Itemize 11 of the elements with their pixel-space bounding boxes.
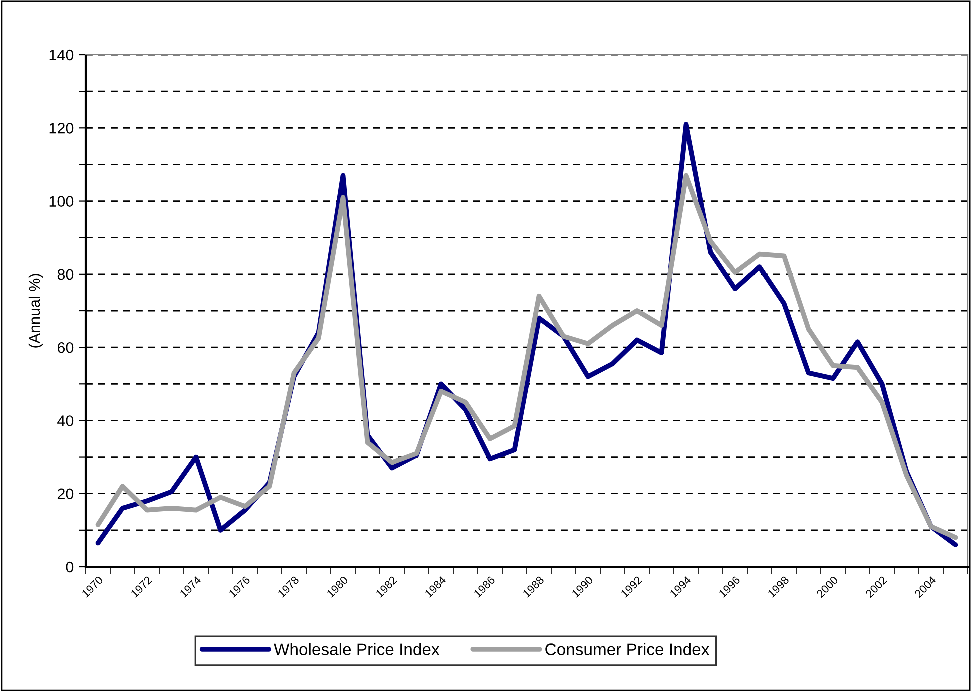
y-tick-label: 40 (58, 416, 74, 426)
y-axis-title: (Annual %) (28, 274, 44, 348)
legend-label: Consumer Price Index (546, 643, 710, 656)
y-tick-label: 20 (58, 488, 74, 500)
legend-label: Wholesale Price Index (274, 643, 440, 656)
y-tick-label: 100 (50, 196, 74, 207)
y-tick-label: 80 (58, 269, 74, 280)
y-tick-label: 60 (58, 342, 74, 354)
y-tick-label: 120 (50, 123, 74, 134)
y-tick-label: 0 (66, 562, 74, 573)
y-tick-label: 140 (50, 50, 74, 61)
